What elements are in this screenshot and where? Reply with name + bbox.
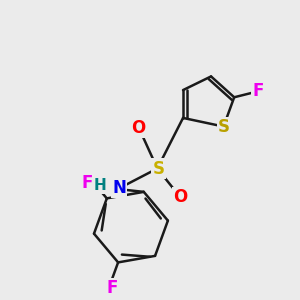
Text: H: H <box>93 178 106 193</box>
Text: F: F <box>81 174 93 192</box>
Text: O: O <box>173 188 187 206</box>
Text: F: F <box>253 82 264 100</box>
Text: F: F <box>106 279 118 297</box>
Text: S: S <box>218 118 230 136</box>
Text: O: O <box>131 119 146 137</box>
Text: S: S <box>153 160 165 178</box>
Text: N: N <box>112 178 126 196</box>
